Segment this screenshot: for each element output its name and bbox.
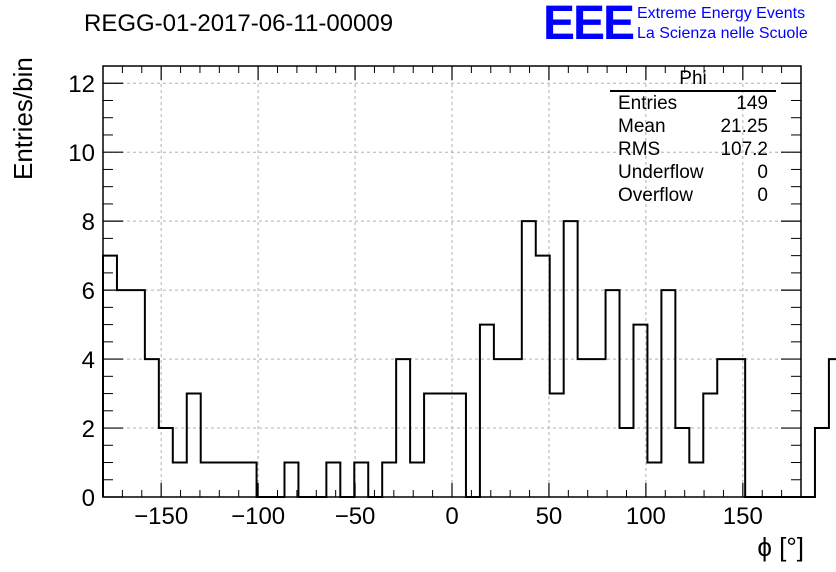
histogram-bin	[522, 221, 536, 497]
histogram-bin	[717, 359, 731, 497]
y-tick-label: 10	[68, 140, 95, 167]
histogram-bin	[564, 221, 578, 497]
axis-ticks	[103, 65, 801, 498]
histogram-bin	[131, 290, 145, 497]
stats-value: 0	[757, 162, 768, 183]
logo-line-1: Extreme Energy Events	[637, 5, 806, 22]
stats-value: 107.2	[720, 139, 768, 160]
histogram-bin	[620, 428, 634, 497]
histogram-bin	[494, 359, 508, 497]
histogram-bin	[578, 359, 592, 497]
histogram-bin	[326, 463, 340, 497]
stats-value: 21.25	[720, 116, 768, 137]
chart-title: REGG-01-2017-06-11-00009	[84, 10, 394, 37]
stats-label: Entries	[618, 93, 678, 114]
stats-label: Mean	[618, 116, 666, 137]
stats-title: Phi	[610, 68, 776, 92]
stats-row-rms: RMS 107.2	[610, 138, 776, 161]
histogram-bin	[675, 428, 689, 497]
y-tick-label: 8	[82, 209, 95, 236]
stats-label: Underflow	[618, 162, 704, 183]
histogram-bin	[703, 394, 717, 497]
x-tick-label: −50	[335, 503, 376, 530]
stats-row-entries: Entries 149	[610, 92, 776, 115]
histogram-bin	[480, 325, 494, 497]
histogram-bin	[592, 359, 606, 497]
y-tick-label: 0	[82, 485, 95, 512]
histogram-bin	[661, 290, 675, 497]
x-tick-label: −100	[231, 503, 285, 530]
y-tick-label: 4	[82, 347, 95, 374]
histogram-bin	[438, 394, 452, 497]
x-tick-label: −150	[134, 503, 188, 530]
stats-label: RMS	[618, 139, 661, 160]
histogram-bin	[117, 290, 131, 497]
grid-lines	[103, 66, 801, 497]
stats-value: 0	[757, 185, 768, 206]
y-tick-label: 12	[68, 71, 95, 98]
histogram-bin	[815, 428, 829, 497]
histogram-bin	[243, 463, 257, 497]
y-axis-label: Entries/bin	[8, 57, 38, 180]
histogram-bin	[647, 463, 661, 497]
histogram-bin	[215, 463, 229, 497]
histogram-bin	[396, 359, 410, 497]
histogram-bin	[145, 359, 159, 497]
histogram-bin	[201, 463, 215, 497]
x-tick-label: 0	[445, 503, 458, 530]
stats-row-underflow: Underflow 0	[610, 161, 776, 184]
stats-value: 149	[736, 93, 768, 114]
histogram-bin	[689, 463, 703, 497]
stats-label: Overflow	[618, 185, 693, 206]
logo-line-2: La Scienza nelle Scuole	[637, 25, 808, 42]
histogram-bin	[187, 394, 201, 497]
y-tick-label: 2	[82, 416, 95, 443]
histogram-bin	[731, 359, 745, 497]
stats-row-mean: Mean 21.25	[610, 115, 776, 138]
histogram-bin	[606, 290, 620, 497]
histogram-bin	[354, 463, 368, 497]
x-tick-label: 50	[536, 503, 563, 530]
x-tick-label: 100	[626, 503, 666, 530]
histogram-bin	[452, 394, 466, 497]
eee-logo: EEE	[543, 0, 635, 50]
x-axis-label: ϕ [°]	[757, 532, 804, 562]
axis-tick-labels: −150 −100 −50 0 50 100 150 0 2 4 6 8 10 12	[68, 71, 763, 530]
y-tick-label: 6	[82, 278, 95, 305]
histogram-bin	[173, 463, 187, 497]
histogram-bin	[424, 394, 438, 497]
histogram-bin	[633, 325, 647, 497]
x-tick-label: 150	[723, 503, 763, 530]
histogram-bin	[508, 359, 522, 497]
histogram-bin	[536, 256, 550, 497]
stats-row-overflow: Overflow 0	[610, 184, 776, 207]
histogram-bin	[829, 359, 836, 497]
stats-box: Phi Entries 149 Mean 21.25 RMS 107.2 Und…	[610, 68, 776, 207]
histogram-bin	[550, 394, 564, 497]
histogram-bin	[229, 463, 243, 497]
histogram-bin	[410, 463, 424, 497]
histogram-bin	[284, 463, 298, 497]
